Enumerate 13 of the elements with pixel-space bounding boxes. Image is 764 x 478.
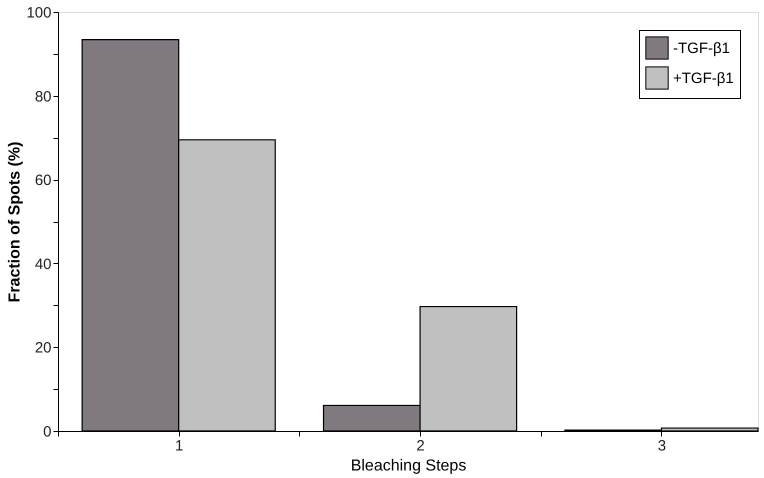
x-tick-label: 2 [416,438,425,454]
y-tick-label: 20 [34,340,52,357]
x-tick-label: 1 [175,438,184,454]
y-tick-label: 100 [26,4,52,22]
y-tick-label: 60 [34,172,52,190]
y-tick-label: 80 [34,88,52,106]
legend-label: +TGF-β1 [673,70,734,87]
x-tick-label: 3 [658,438,666,454]
x-axis-title: Bleaching Steps [350,458,466,474]
y-tick-label: 0 [43,424,52,440]
legend-label: -TGF-β1 [673,40,730,57]
y-tick-label: 40 [34,256,52,273]
y-axis-title: Fraction of Spots (%) [6,142,24,302]
